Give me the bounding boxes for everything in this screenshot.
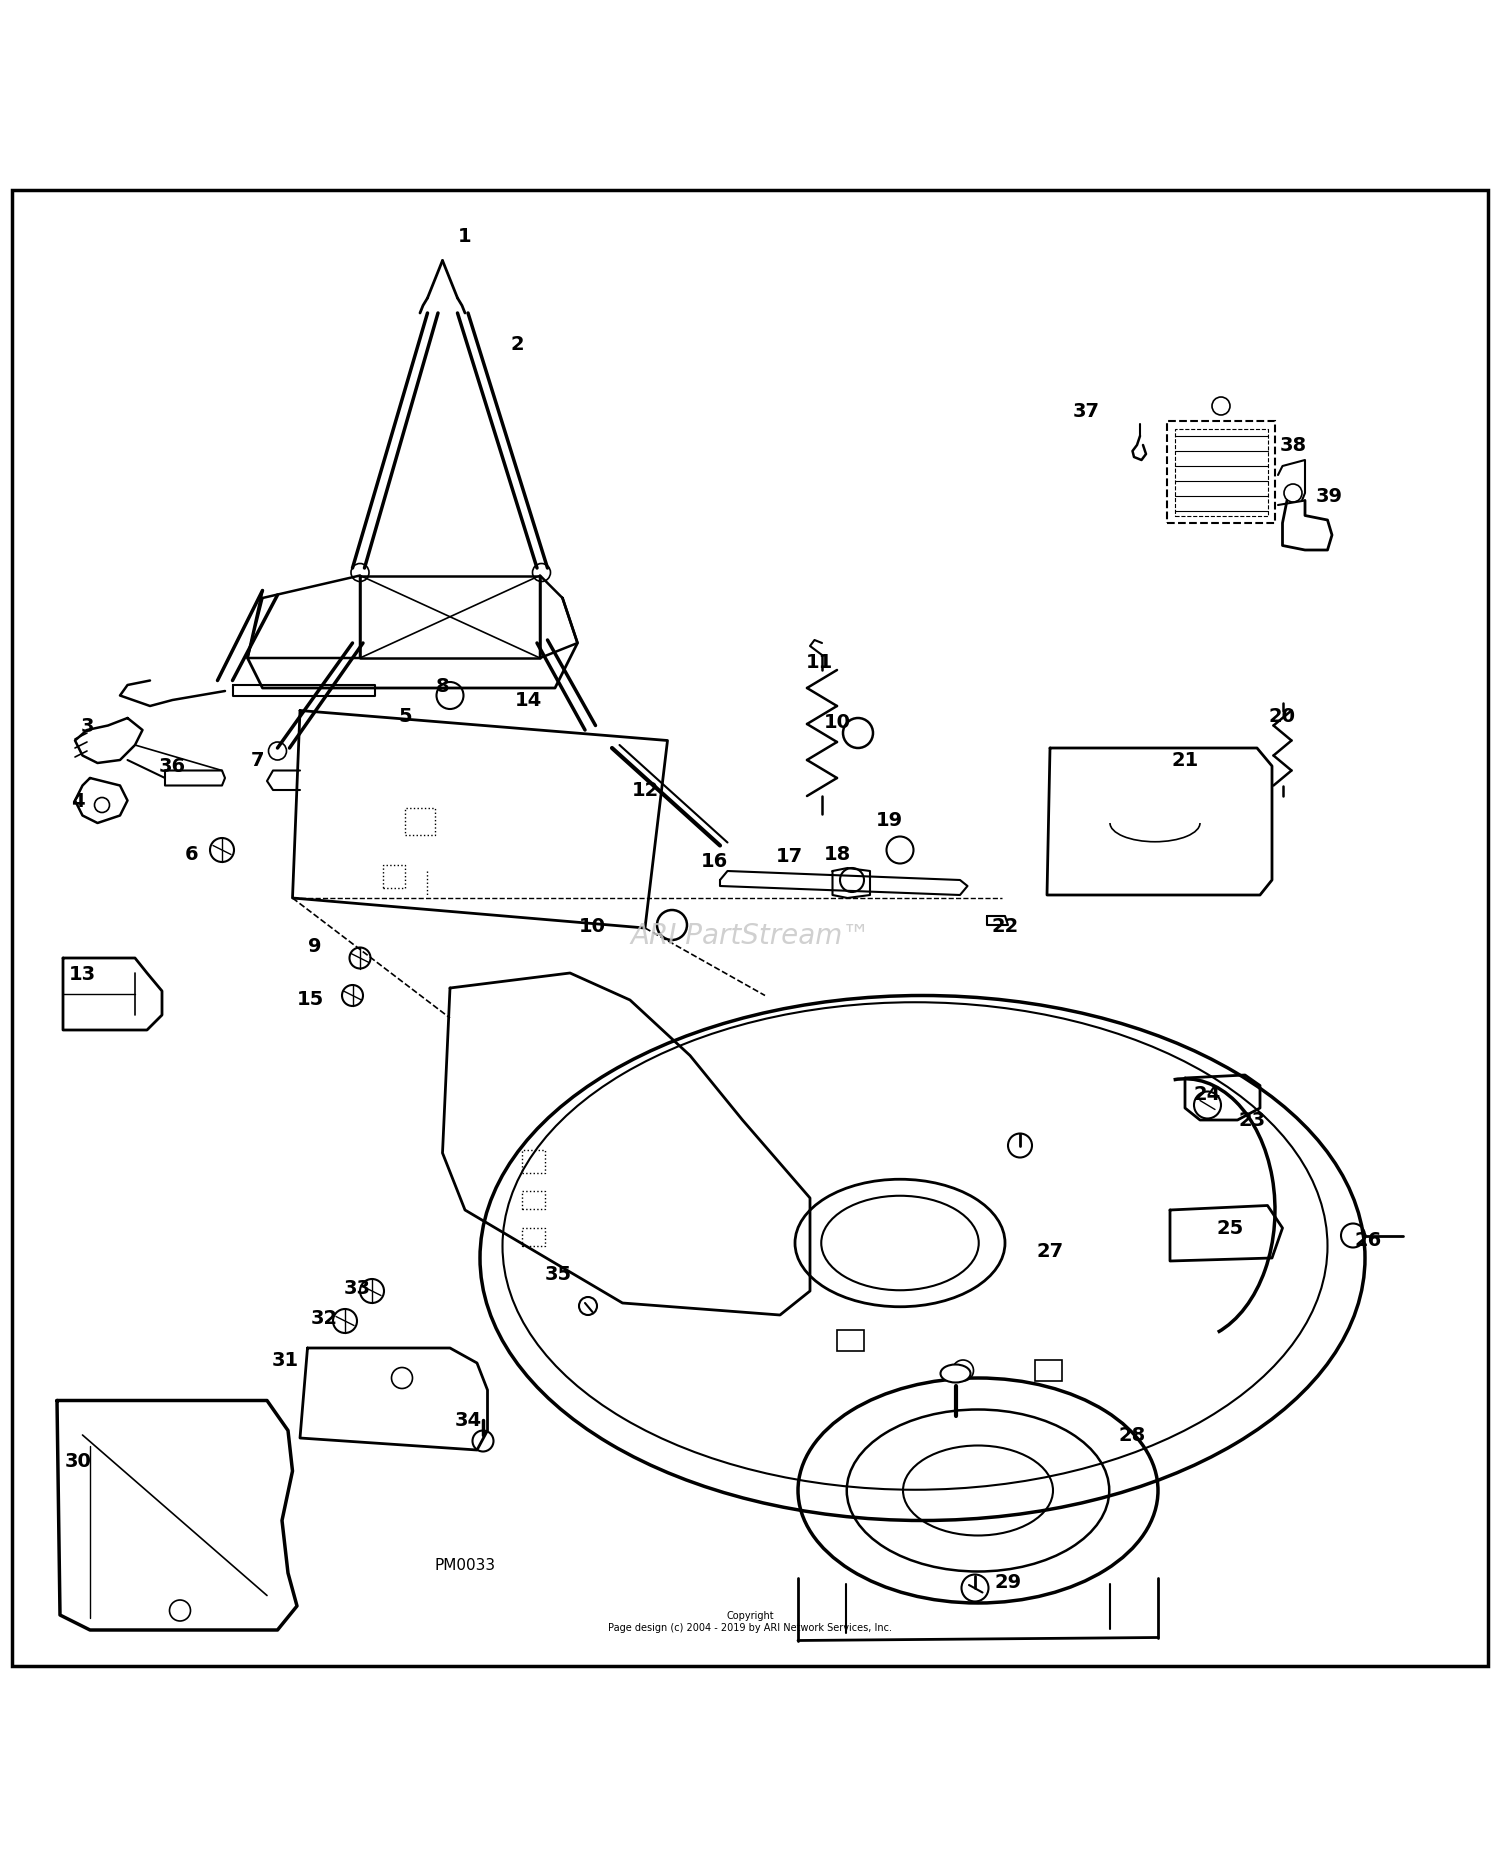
Bar bbox=[522, 1149, 544, 1174]
Text: ARI PartStream™: ARI PartStream™ bbox=[630, 923, 870, 951]
Text: Page design (c) 2004 - 2019 by ARI Network Services, Inc.: Page design (c) 2004 - 2019 by ARI Netwo… bbox=[608, 1623, 892, 1632]
Text: Copyright: Copyright bbox=[726, 1610, 774, 1619]
Text: 17: 17 bbox=[776, 847, 802, 865]
Text: 6: 6 bbox=[184, 845, 200, 864]
Text: 5: 5 bbox=[398, 706, 412, 724]
Text: PM0033: PM0033 bbox=[435, 1556, 495, 1571]
Bar bbox=[522, 1227, 544, 1246]
Bar bbox=[1167, 422, 1275, 524]
Text: 8: 8 bbox=[435, 676, 450, 695]
Text: 4: 4 bbox=[70, 791, 86, 810]
Bar bbox=[1174, 429, 1268, 516]
Bar bbox=[405, 808, 435, 836]
Text: 26: 26 bbox=[1354, 1231, 1382, 1250]
Text: 18: 18 bbox=[824, 845, 850, 864]
Text: 28: 28 bbox=[1119, 1426, 1146, 1445]
Text: 15: 15 bbox=[297, 990, 324, 1008]
Text: 32: 32 bbox=[310, 1309, 338, 1328]
Text: 7: 7 bbox=[251, 750, 264, 771]
Ellipse shape bbox=[940, 1365, 970, 1383]
Text: 21: 21 bbox=[1172, 750, 1198, 771]
Text: 29: 29 bbox=[994, 1573, 1022, 1591]
Text: 16: 16 bbox=[700, 852, 727, 871]
Text: 11: 11 bbox=[806, 652, 832, 670]
Text: 27: 27 bbox=[1036, 1240, 1064, 1261]
Text: 37: 37 bbox=[1072, 401, 1100, 422]
Text: 39: 39 bbox=[1316, 487, 1342, 507]
Bar bbox=[837, 1330, 864, 1352]
Bar bbox=[522, 1190, 544, 1209]
Text: 30: 30 bbox=[64, 1450, 92, 1471]
Text: 35: 35 bbox=[544, 1265, 572, 1283]
Text: 13: 13 bbox=[69, 964, 96, 982]
Text: 38: 38 bbox=[1280, 436, 1306, 455]
Text: 2: 2 bbox=[510, 334, 525, 353]
Text: 25: 25 bbox=[1216, 1218, 1243, 1239]
Text: 9: 9 bbox=[309, 938, 321, 956]
Text: 19: 19 bbox=[876, 812, 903, 830]
Text: 1: 1 bbox=[458, 227, 472, 245]
Bar bbox=[382, 865, 405, 888]
Bar bbox=[1035, 1361, 1062, 1382]
Text: 34: 34 bbox=[454, 1411, 482, 1430]
Text: 20: 20 bbox=[1269, 706, 1296, 724]
Text: 33: 33 bbox=[344, 1279, 370, 1298]
Text: 24: 24 bbox=[1194, 1084, 1221, 1103]
Text: 12: 12 bbox=[632, 782, 658, 800]
Text: 10: 10 bbox=[579, 916, 606, 934]
Text: 36: 36 bbox=[159, 758, 186, 776]
Text: 23: 23 bbox=[1239, 1110, 1266, 1129]
Text: 14: 14 bbox=[514, 691, 541, 709]
Text: 3: 3 bbox=[81, 717, 93, 735]
Text: 22: 22 bbox=[992, 916, 1018, 934]
Text: 31: 31 bbox=[272, 1350, 298, 1370]
Text: 10: 10 bbox=[824, 711, 850, 732]
